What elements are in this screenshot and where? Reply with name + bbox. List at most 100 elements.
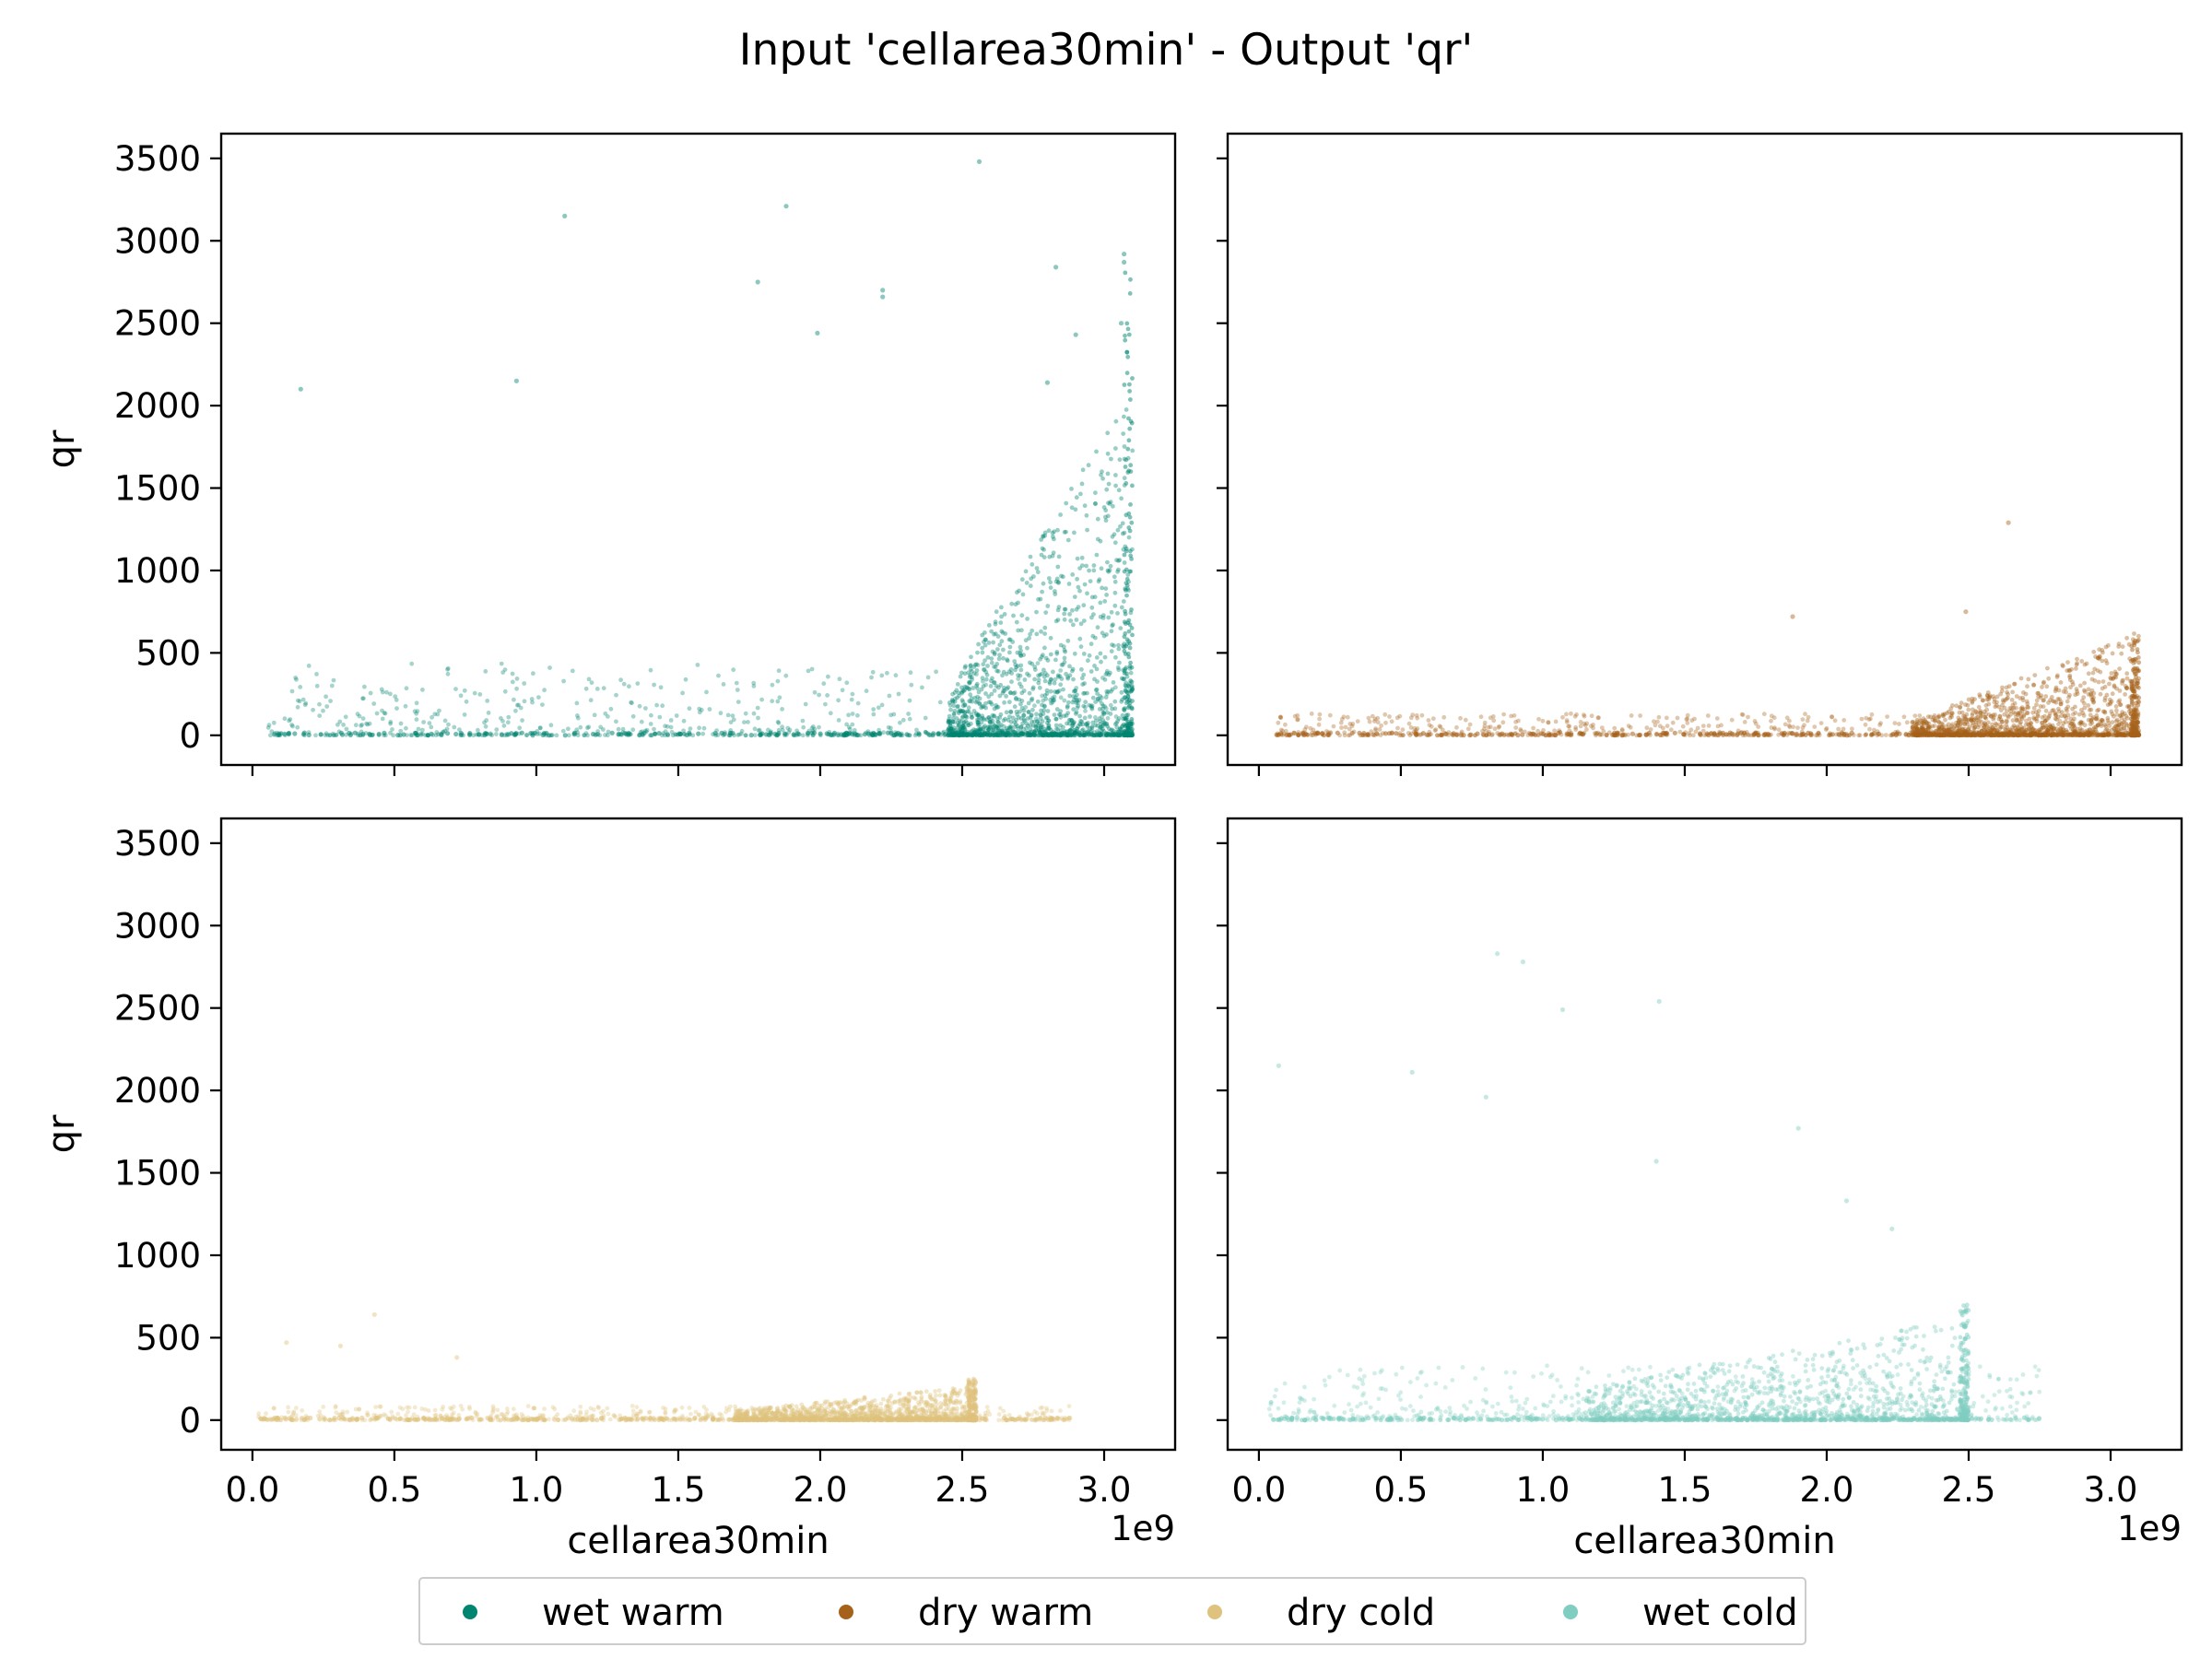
data-point (2031, 715, 2037, 720)
data-point (2001, 700, 2006, 704)
data-point (1961, 733, 1967, 738)
data-point (1501, 712, 1506, 717)
data-point (2120, 681, 2125, 686)
data-point (2075, 688, 2080, 694)
data-point (2076, 731, 2081, 736)
data-point (1574, 712, 1579, 717)
data-point (599, 1415, 605, 1421)
data-point (1100, 724, 1105, 728)
data-point (976, 712, 981, 717)
data-point (1745, 732, 1750, 737)
data-point (1813, 733, 1818, 738)
data-point (972, 695, 978, 700)
data-point (1924, 723, 1929, 728)
data-point (1043, 610, 1049, 615)
data-point (2105, 702, 2111, 707)
data-point (324, 704, 330, 709)
data-point (1105, 724, 1110, 729)
data-point (1435, 733, 1440, 738)
data-point (2039, 693, 2044, 699)
data-point (967, 679, 971, 685)
data-point (382, 730, 387, 736)
data-point (1962, 731, 1967, 736)
data-point (717, 1417, 723, 1422)
data-point (1458, 715, 1463, 721)
data-point (1081, 703, 1087, 709)
data-point (999, 730, 1004, 735)
data-point (2103, 644, 2109, 650)
data-point (1992, 727, 1997, 733)
data-point (1058, 1408, 1063, 1413)
data-point (2043, 726, 2049, 731)
data-point (1564, 718, 1570, 723)
data-point (946, 719, 951, 724)
data-point (975, 723, 981, 727)
data-point (976, 689, 982, 695)
data-point (842, 733, 848, 738)
data-point (1070, 721, 1076, 726)
data-point (1971, 718, 1976, 723)
data-point (1755, 733, 1760, 738)
data-point (1103, 706, 1109, 712)
data-point (2067, 733, 2073, 737)
data-point (959, 690, 965, 696)
data-point (2009, 698, 2015, 702)
data-point (2065, 712, 2071, 718)
data-point (1008, 667, 1014, 672)
data-point (1101, 720, 1107, 725)
data-point (947, 733, 953, 737)
data-point (1946, 722, 1951, 727)
data-point (970, 715, 975, 720)
data-point (1993, 733, 1998, 737)
data-point (415, 733, 419, 738)
data-point (2019, 714, 2024, 720)
data-point (1017, 697, 1022, 702)
data-point (991, 722, 995, 727)
data-point (1081, 733, 1086, 738)
data-point (2068, 721, 2074, 726)
data-point (2018, 713, 2024, 719)
data-point (287, 732, 291, 737)
data-point (1971, 729, 1976, 735)
data-point (433, 733, 439, 737)
data-point (1036, 597, 1041, 602)
data-point (2010, 702, 2016, 708)
data-point (2086, 687, 2091, 692)
data-point (2015, 733, 2020, 737)
data-point (1509, 732, 1515, 737)
data-point (1509, 713, 1513, 719)
data-point (1918, 730, 1924, 735)
data-point (1042, 671, 1048, 676)
data-point (1012, 704, 1018, 710)
data-point (836, 718, 841, 723)
data-point (1916, 732, 1922, 736)
data-point (1629, 713, 1634, 718)
data-point (1977, 692, 1983, 698)
data-point (849, 730, 854, 735)
data-point (1974, 733, 1980, 738)
data-point (2117, 713, 2123, 719)
data-point (462, 688, 467, 693)
data-point (962, 671, 968, 677)
data-point (1032, 733, 1037, 738)
data-point (1056, 605, 1062, 610)
data-point (1032, 665, 1038, 669)
data-point (2124, 730, 2129, 735)
data-point (1021, 712, 1026, 718)
data-point (726, 1417, 732, 1422)
data-point (1339, 725, 1344, 730)
data-point (1075, 556, 1080, 561)
data-point (2068, 685, 2073, 690)
data-point (621, 681, 627, 687)
data-point (800, 733, 806, 738)
data-point (1442, 730, 1447, 735)
data-point (1284, 732, 1290, 737)
data-point (959, 1412, 963, 1418)
data-point (2021, 733, 2027, 738)
data-point (1689, 718, 1695, 724)
data-point (1112, 579, 1118, 584)
data-point (262, 1416, 267, 1421)
data-point (983, 677, 989, 682)
data-point (287, 730, 292, 736)
data-point (2136, 660, 2142, 665)
